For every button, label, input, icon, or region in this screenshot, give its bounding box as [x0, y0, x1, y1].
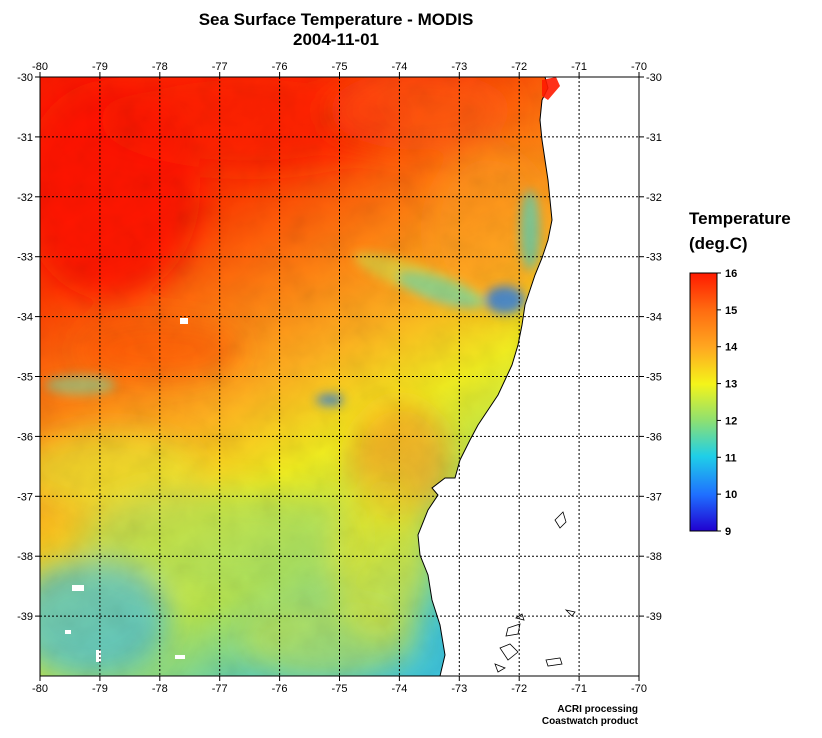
lat-label-right: -33	[646, 252, 662, 264]
colorbar-title: Temperature (deg.C)	[689, 206, 791, 256]
lat-label-left: -31	[17, 132, 33, 144]
colorbar-ticks: 16 15 14 13 12 11 10 9	[717, 268, 738, 538]
map-title: Sea Surface Temperature - MODIS 2004-11-…	[100, 10, 572, 50]
lat-label-right: -34	[646, 312, 662, 324]
lon-label-bottom: -74	[391, 683, 407, 695]
map-title-line1: Sea Surface Temperature - MODIS	[198, 10, 474, 29]
lon-label-top: -77	[212, 61, 228, 73]
tick-marks	[35, 72, 644, 681]
lon-label-top: -71	[571, 61, 587, 73]
lon-label-bottom: -71	[571, 683, 587, 695]
tick-labels: -80 -80 -79 -79 -78 -78 -77 -77 -76 -76 -75 -75 -74 -…	[17, 61, 662, 695]
colorbar-tick-label: 11	[725, 452, 737, 464]
lat-label-right: -35	[646, 372, 662, 384]
lat-label-right: -39	[646, 611, 662, 623]
lat-label-left: -36	[17, 431, 33, 443]
lon-label-bottom: -76	[272, 683, 288, 695]
colorbar-tick-label: 16	[725, 268, 737, 280]
colorbar-tick-label: 15	[725, 305, 737, 317]
lon-label-top: -75	[332, 61, 348, 73]
lon-label-top: -79	[92, 61, 108, 73]
lon-label-top: -74	[391, 61, 407, 73]
lon-label-bottom: -79	[92, 683, 108, 695]
lon-label-bottom: -77	[212, 683, 228, 695]
lon-label-bottom: -75	[332, 683, 348, 695]
colorbar-tick-label: 14	[725, 342, 738, 354]
lat-label-left: -32	[17, 192, 33, 204]
islands	[494, 511, 576, 673]
lat-label-right: -36	[646, 431, 662, 443]
colorbar-tick-label: 9	[725, 526, 731, 538]
lon-label-top: -80	[32, 61, 48, 73]
colorbar-tick-label: 13	[725, 379, 737, 391]
lon-label-bottom: -70	[631, 683, 647, 695]
credits: ACRI processing Coastwatch product	[520, 704, 638, 728]
lat-label-right: -32	[646, 192, 662, 204]
lon-label-bottom: -73	[451, 683, 467, 695]
credit-product: Coastwatch product	[541, 716, 638, 727]
lon-label-top: -70	[631, 61, 647, 73]
lon-label-top: -78	[152, 61, 168, 73]
colorbar-tick-label: 12	[725, 415, 737, 427]
lat-label-left: -37	[17, 491, 33, 503]
lat-label-left: -35	[17, 372, 33, 384]
lat-label-right: -30	[646, 72, 662, 84]
coastal-warm-patch	[542, 77, 560, 100]
lat-label-left: -30	[17, 72, 33, 84]
lat-label-right: -31	[646, 132, 662, 144]
sst-field	[40, 77, 639, 676]
lon-label-top: -76	[272, 61, 288, 73]
credit-processing: ACRI processing	[557, 704, 638, 715]
map-title-date: 2004-11-01	[292, 30, 380, 49]
lon-label-bottom: -80	[32, 683, 48, 695]
lat-label-left: -33	[17, 252, 33, 264]
lat-label-left: -38	[17, 551, 33, 563]
colorbar-tick-label: 10	[725, 489, 737, 501]
colorbar-title-line1: Temperature	[689, 209, 791, 228]
colorbar-ramp	[689, 272, 718, 532]
lat-label-left: -34	[17, 312, 33, 324]
lat-label-left: -39	[17, 611, 33, 623]
lat-label-right: -38	[646, 551, 662, 563]
lat-label-right: -37	[646, 491, 662, 503]
lon-label-bottom: -78	[152, 683, 168, 695]
cloud-masks	[65, 318, 188, 662]
lon-label-top: -73	[451, 61, 467, 73]
colorbar-title-line2: (deg.C)	[689, 234, 748, 253]
colorbar: 16 15 14 13 12 11 10 9	[689, 268, 738, 538]
lon-label-top: -72	[511, 61, 527, 73]
lon-label-bottom: -72	[511, 683, 527, 695]
